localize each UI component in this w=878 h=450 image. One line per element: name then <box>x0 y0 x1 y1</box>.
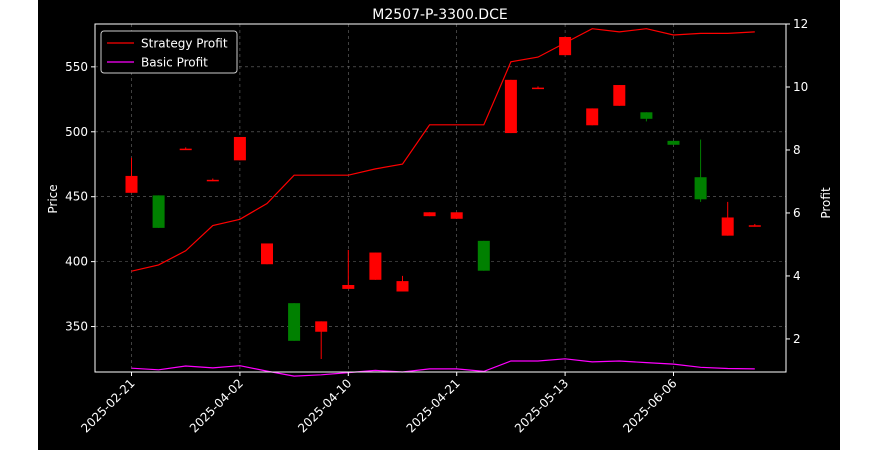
candle-body <box>369 252 382 280</box>
candle <box>477 240 490 271</box>
plot-frame <box>94 23 787 373</box>
candle <box>152 195 165 228</box>
left-tick-label: 500 <box>65 125 88 139</box>
candle <box>233 136 246 161</box>
candle <box>667 140 680 145</box>
candle-body <box>315 321 328 332</box>
candle <box>342 249 355 289</box>
chart-title: M2507-P-3300.DCE <box>372 7 507 23</box>
candle-body <box>125 175 138 193</box>
right-tick-label: 2 <box>793 332 801 346</box>
candle <box>261 243 273 265</box>
candle <box>586 108 599 126</box>
candle-body <box>667 140 680 145</box>
candle <box>423 212 436 217</box>
candle-body <box>532 87 544 90</box>
candle-body <box>152 195 165 228</box>
candle-body <box>423 212 436 217</box>
basic-profit-line <box>131 358 755 377</box>
legend: Strategy Profit Basic Profit <box>100 30 238 74</box>
candle-body <box>450 212 463 219</box>
right-profit-axis: 2 4 6 8 10 12 <box>786 17 808 346</box>
left-tick-label: 350 <box>65 320 88 334</box>
candle <box>396 275 409 292</box>
candle <box>504 79 517 134</box>
candle-body <box>586 108 599 126</box>
chart-background <box>38 0 840 450</box>
left-axis-title: Price <box>46 184 60 213</box>
candle-body <box>640 112 653 119</box>
right-tick-label: 4 <box>793 269 801 283</box>
left-tick-label: 400 <box>65 255 88 269</box>
candle <box>206 178 219 182</box>
candle <box>640 112 653 122</box>
candle-body <box>288 303 301 341</box>
candle-body <box>233 136 246 161</box>
right-axis-title: Profit <box>819 187 833 219</box>
candle <box>532 86 544 90</box>
candle <box>369 252 382 280</box>
candle-body <box>342 285 355 289</box>
left-tick-label: 450 <box>65 190 88 204</box>
candle <box>748 223 761 227</box>
candle-body <box>206 179 219 182</box>
candle-body <box>396 281 409 292</box>
right-tick-label: 8 <box>793 143 801 157</box>
candle-body <box>694 177 707 200</box>
left-price-axis: 350 400 450 500 550 <box>65 60 95 334</box>
legend-box <box>100 30 238 74</box>
candle <box>450 212 463 219</box>
profit-lines <box>131 28 755 377</box>
candles <box>125 36 761 360</box>
candle-body <box>179 148 192 151</box>
right-tick-label: 12 <box>793 17 808 31</box>
candle-body <box>748 225 761 227</box>
left-tick-label: 550 <box>65 60 88 74</box>
candle <box>613 85 626 106</box>
candle-body <box>477 240 490 271</box>
candle <box>559 36 572 56</box>
candle-body <box>613 85 626 106</box>
candle-body <box>261 243 273 265</box>
legend-strategy-profit-label: Strategy Profit <box>141 37 228 51</box>
right-tick-label: 10 <box>793 80 808 94</box>
candle-body <box>504 79 517 134</box>
legend-basic-profit-label: Basic Profit <box>141 56 208 70</box>
candle <box>288 303 301 341</box>
strategy-profit-line <box>131 28 755 272</box>
candle-body <box>559 36 572 56</box>
candle-body <box>721 217 734 236</box>
candle <box>721 201 734 236</box>
candle <box>179 147 192 151</box>
candle <box>315 321 328 360</box>
candle <box>694 139 707 202</box>
right-tick-label: 6 <box>793 206 801 220</box>
candle <box>125 157 138 193</box>
